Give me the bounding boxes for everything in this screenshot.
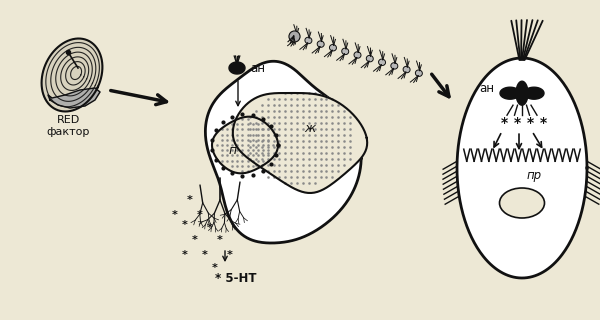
Text: * 5-НТ: * 5-НТ [215, 271, 257, 284]
Ellipse shape [317, 41, 324, 47]
Polygon shape [516, 81, 528, 105]
Ellipse shape [305, 37, 312, 44]
Ellipse shape [342, 48, 349, 55]
Text: *: * [192, 235, 198, 245]
Text: *: * [202, 250, 208, 260]
Text: *: * [212, 263, 218, 273]
Text: п: п [229, 143, 237, 156]
Text: *: * [207, 223, 213, 233]
Text: *: * [197, 210, 203, 220]
Text: пр: пр [527, 169, 542, 182]
Text: *: * [217, 235, 223, 245]
Text: *: * [182, 250, 188, 260]
Polygon shape [233, 93, 367, 193]
Text: *: * [500, 116, 508, 130]
Ellipse shape [391, 63, 398, 69]
Text: ан: ан [250, 61, 265, 75]
Text: ан: ан [479, 82, 494, 95]
Ellipse shape [354, 52, 361, 58]
Polygon shape [524, 87, 544, 99]
Ellipse shape [329, 44, 337, 51]
Text: *: * [227, 250, 233, 260]
Polygon shape [229, 62, 245, 74]
Text: *: * [182, 220, 188, 230]
Polygon shape [212, 117, 278, 173]
Text: *: * [187, 195, 193, 205]
Ellipse shape [366, 55, 373, 62]
Text: ж: ж [304, 122, 316, 134]
Ellipse shape [293, 34, 299, 40]
Ellipse shape [403, 66, 410, 73]
Text: *: * [526, 116, 533, 130]
Polygon shape [48, 88, 100, 108]
Text: *: * [539, 116, 547, 130]
Text: *: * [172, 210, 178, 220]
Text: RED
фактор: RED фактор [46, 115, 89, 137]
Polygon shape [205, 61, 361, 243]
Polygon shape [500, 87, 520, 99]
Text: *: * [514, 116, 521, 130]
Polygon shape [41, 38, 103, 111]
Polygon shape [457, 58, 587, 278]
Ellipse shape [499, 188, 545, 218]
Ellipse shape [379, 59, 386, 66]
Ellipse shape [415, 70, 422, 76]
